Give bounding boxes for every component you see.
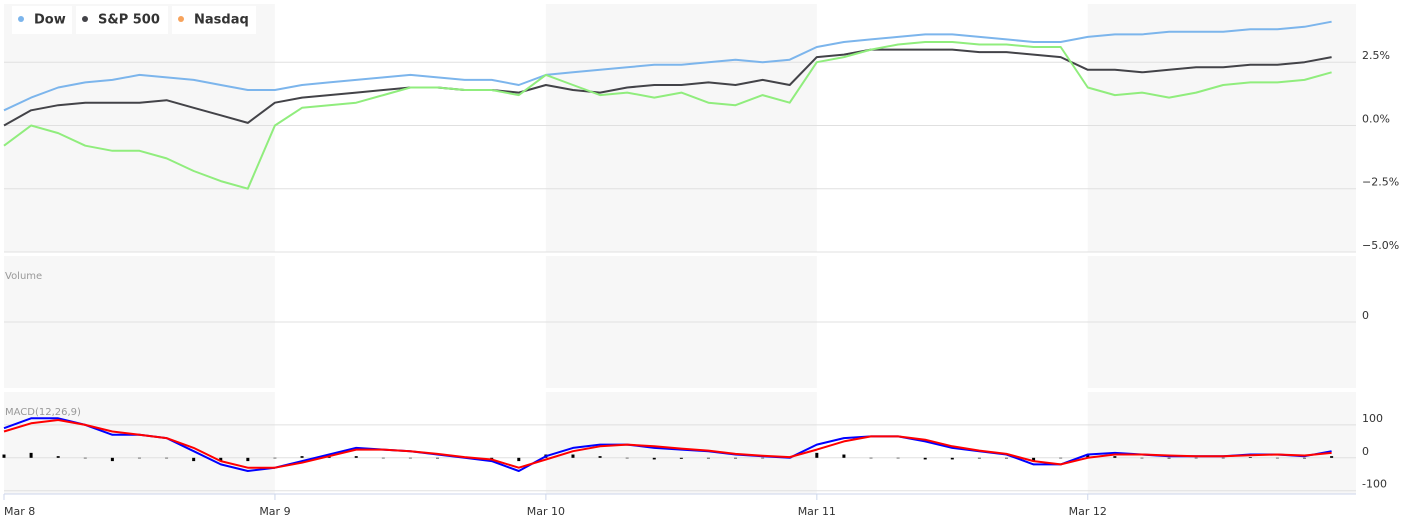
histogram-bar (706, 457, 710, 459)
legend-marker (178, 16, 184, 22)
legend-marker (18, 16, 24, 22)
histogram-bar (1275, 457, 1279, 459)
panel-label: Volume (5, 271, 42, 282)
histogram-bar (1059, 457, 1063, 459)
histogram-bar (1113, 456, 1117, 458)
histogram-bar (2, 454, 6, 458)
histogram-bar (83, 457, 87, 459)
histogram-bar (1086, 454, 1090, 458)
histogram-bar (1004, 457, 1008, 459)
histogram-bar (950, 457, 954, 460)
histogram-bar (1032, 457, 1036, 462)
legend-marker (82, 16, 88, 22)
series-line (3, 419, 1332, 469)
histogram-bar (598, 456, 602, 458)
histogram-bar (1194, 457, 1198, 459)
x-tick-label: Mar 9 (259, 505, 290, 518)
histogram-bar (1248, 457, 1252, 458)
day-band (1087, 392, 1356, 494)
day-band (545, 392, 817, 494)
histogram-bar (652, 457, 656, 460)
x-tick-label: Mar 11 (798, 505, 836, 518)
x-tick-label: Mar 8 (4, 505, 35, 518)
histogram-bar (761, 457, 765, 459)
histogram-bar (842, 454, 846, 458)
histogram-bar (815, 452, 819, 458)
legend-label: Dow (34, 13, 66, 28)
panel-label: MACD(12,26,9) (5, 407, 81, 418)
histogram-bar (625, 457, 629, 459)
histogram-bar (679, 457, 683, 459)
series-line (3, 417, 1332, 472)
day-band (4, 392, 275, 494)
legend-label: Nasdaq (194, 13, 249, 28)
y-tick-label: 2.5% (1362, 49, 1390, 62)
histogram-bar (1330, 456, 1334, 458)
histogram-bar (517, 457, 521, 462)
legend-box (172, 6, 256, 34)
legend-box (76, 6, 168, 34)
legend: Dow S&P 500 Nasdaq (12, 6, 256, 34)
series-line (3, 41, 1332, 190)
y-tick-label: -100 (1362, 478, 1387, 491)
histogram-bar (56, 456, 60, 458)
histogram-bar (734, 457, 738, 459)
legend-label: S&P 500 (98, 13, 160, 28)
y-tick-label: 0 (1362, 309, 1369, 322)
x-tick-label: Mar 12 (1069, 505, 1107, 518)
histogram-bar (869, 457, 873, 459)
y-tick-label: 0 (1362, 445, 1369, 458)
histogram-bar (300, 456, 304, 458)
histogram-bar (1303, 457, 1307, 459)
histogram-bar (273, 457, 277, 459)
histogram-bar (110, 457, 114, 462)
day-band (1087, 4, 1356, 252)
histogram-bar (354, 456, 358, 458)
day-band (545, 4, 817, 252)
y-tick-label: −5.0% (1362, 239, 1399, 252)
histogram-bar (923, 457, 927, 460)
histogram-bar (1167, 457, 1171, 459)
y-tick-label: 100 (1362, 412, 1383, 425)
histogram-bar (137, 457, 141, 459)
histogram-bar (381, 457, 385, 459)
histogram-bar (192, 457, 196, 462)
histogram-bar (29, 452, 33, 458)
series-line (3, 48, 1332, 127)
histogram-bar (1140, 457, 1144, 459)
histogram-bar (246, 457, 250, 462)
histogram-bar (1221, 457, 1225, 459)
histogram-bar (219, 457, 223, 462)
histogram-bar (977, 457, 981, 459)
y-tick-label: 0.0% (1362, 112, 1390, 125)
histogram-bar (408, 457, 412, 459)
y-tick-label: −2.5% (1362, 176, 1399, 189)
histogram-bar (436, 457, 440, 459)
series-line (3, 20, 1332, 112)
day-band (4, 4, 275, 252)
histogram-bar (571, 454, 575, 458)
histogram-bar (165, 457, 169, 459)
x-tick-label: Mar 10 (527, 505, 565, 518)
histogram-bar (896, 457, 900, 459)
